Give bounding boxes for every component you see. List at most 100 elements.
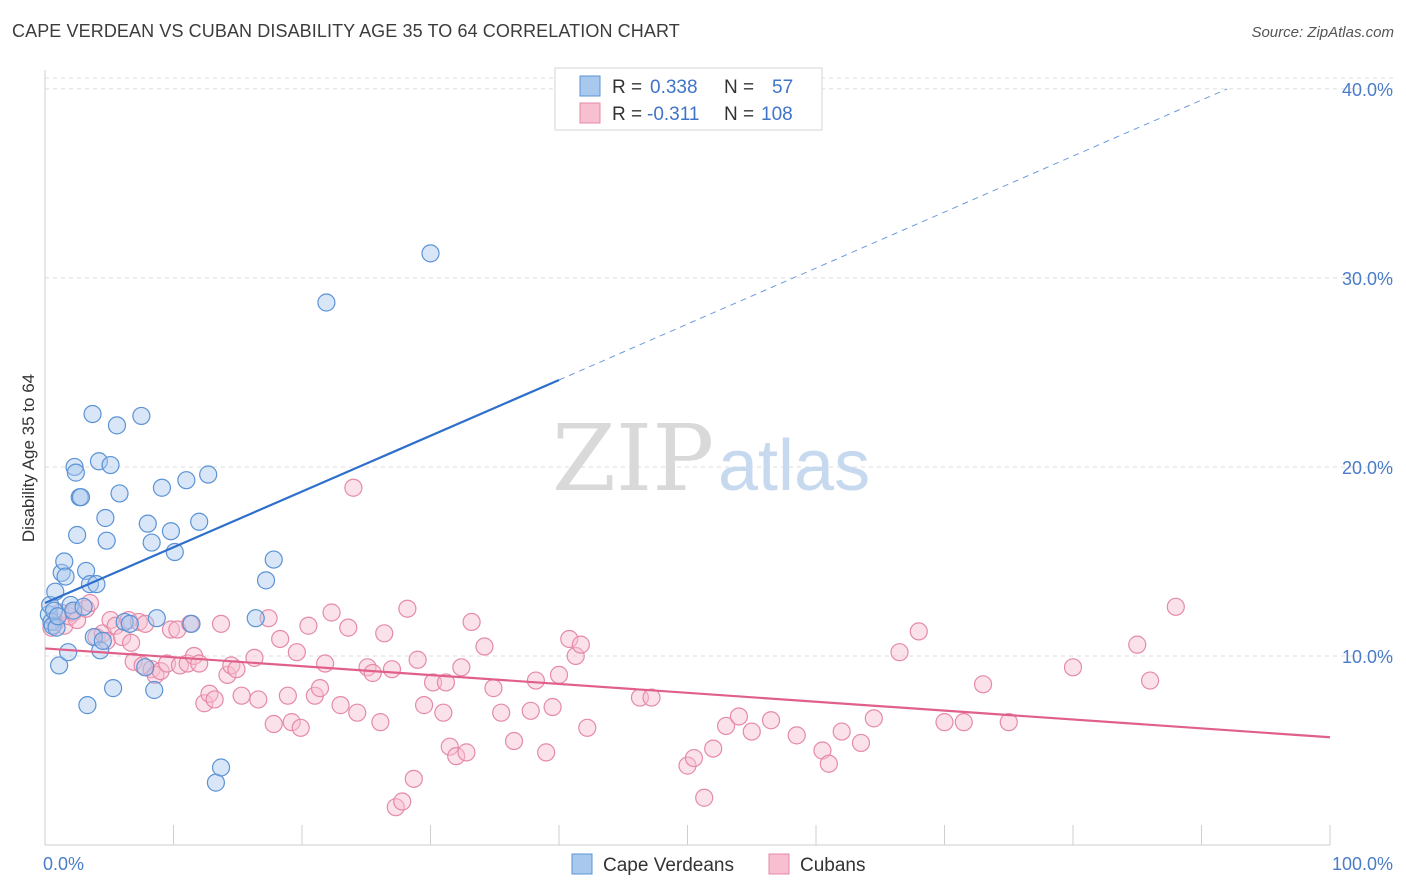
tick-labels: 10.0% 20.0% 30.0% 40.0% 0.0% 100.0% — [43, 80, 1393, 874]
y-axis-label: Disability Age 35 to 64 — [19, 374, 38, 542]
cubans-point-72 — [440, 737, 459, 756]
cape-verdeans-point-44 — [152, 478, 172, 497]
cape-verdeans-point-34 — [107, 416, 127, 435]
cape-verdeans-point-17 — [68, 525, 87, 545]
cape-verdeans-point-57 — [421, 244, 440, 263]
legend-n-value-2: 108 — [761, 104, 793, 125]
cubans-point-61 — [375, 624, 394, 643]
cubans-point-23 — [151, 661, 170, 681]
cape-verdeans-point-27 — [89, 452, 109, 471]
cubans-point-100 — [787, 726, 806, 745]
cubans-point-88 — [571, 635, 590, 654]
cape-verdeans-point-41 — [142, 533, 161, 552]
cubans-point-46 — [282, 713, 301, 732]
cubans-point-35 — [211, 614, 231, 633]
cubans-point-25 — [161, 620, 181, 639]
cape-verdeans-point-16 — [66, 463, 85, 482]
cubans-point-108 — [935, 713, 954, 732]
cape-verdeans-point-43 — [147, 609, 166, 628]
cape-verdeans-point-24 — [83, 404, 102, 424]
cubans-point-71 — [436, 673, 456, 692]
cubans-point-102 — [819, 754, 838, 773]
watermark-atlas: atlas — [718, 426, 870, 506]
cubans-point-68 — [414, 696, 434, 715]
x-tick-label-max: 100.0% — [1332, 854, 1393, 874]
cubans-point-110 — [973, 675, 993, 694]
cape-verdeans-point-52 — [211, 758, 231, 777]
cubans-point-43 — [264, 714, 283, 734]
cubans-point-32 — [195, 694, 214, 713]
cape-verdeans-point-33 — [104, 679, 123, 698]
cubans-point-57 — [348, 703, 367, 722]
cubans-point-55 — [339, 618, 358, 637]
cubans-point-12 — [101, 610, 120, 630]
cape-verdeans-point-11 — [56, 567, 75, 586]
chart-title: CAPE VERDEAN VS CUBAN DISABILITY AGE 35 … — [12, 21, 680, 41]
cubans-point-98 — [742, 722, 761, 741]
watermark: ZIP atlas — [552, 405, 870, 512]
cubans-point-51 — [310, 679, 330, 698]
cubans-point-69 — [423, 673, 443, 692]
legend-r-label-1: R = — [612, 77, 642, 98]
cape-verdeans-point-49 — [190, 512, 209, 531]
cubans-point-86 — [560, 629, 579, 649]
cape-verdeans-point-55 — [264, 550, 283, 569]
cubans-point-47 — [287, 643, 306, 662]
axes — [44, 70, 1331, 846]
cape-verdeans-point-45 — [161, 522, 181, 541]
cape-verdeans-point-19 — [71, 488, 91, 507]
cubans-point-36 — [218, 665, 237, 684]
cubans-point-49 — [299, 616, 318, 635]
cubans-point-87 — [566, 646, 585, 666]
cape-verdeans-trend-extension — [558, 88, 1228, 381]
cubans-point-70 — [434, 703, 453, 722]
cape-verdeans-point-47 — [177, 471, 196, 490]
cubans-point-81 — [521, 701, 540, 720]
cape-verdeans-point-39 — [136, 658, 155, 677]
x-tick-label-min: 0.0% — [43, 854, 84, 874]
cubans-point-84 — [543, 697, 562, 717]
cubans-point-34 — [205, 690, 224, 709]
cape-verdeans-trend-line — [44, 378, 560, 605]
cubans-point-62 — [382, 660, 402, 679]
legend-swatch-cape-verdeans — [579, 75, 601, 97]
bottom-legend: Cape Verdeans Cubans — [571, 853, 866, 876]
cubans-point-17 — [124, 652, 143, 671]
legend-r-label-2: R = — [612, 104, 642, 125]
cubans-point-75 — [457, 743, 476, 762]
cubans-point-52 — [316, 654, 335, 673]
cubans-point-56 — [344, 478, 363, 497]
cape-verdeans-point-35 — [110, 484, 129, 503]
legend-swatch-cubans — [579, 102, 601, 124]
cubans-point-96 — [716, 716, 736, 736]
bottom-legend-label-cubans: Cubans — [800, 855, 866, 876]
cubans-point-78 — [484, 679, 503, 698]
cubans-point-19 — [133, 656, 152, 675]
cubans-point-97 — [729, 707, 749, 726]
cape-verdeans-point-15 — [65, 457, 84, 477]
cubans-point-115 — [1166, 597, 1185, 616]
cubans-point-80 — [504, 731, 524, 751]
cape-verdeans-point-8 — [50, 656, 69, 675]
grid-lines — [45, 77, 1395, 657]
cubans-point-38 — [227, 660, 246, 679]
cubans-point-74 — [452, 658, 471, 677]
cape-verdeans-point-53 — [246, 609, 265, 628]
cubans-point-33 — [200, 684, 219, 703]
cape-verdeans-point-10 — [55, 552, 74, 571]
cubans-point-66 — [404, 769, 423, 788]
y-tick-label-10: 10.0% — [1342, 647, 1393, 667]
cubans-point-105 — [864, 709, 883, 728]
cape-verdeans-point-51 — [206, 773, 226, 792]
trend-lines — [44, 88, 1331, 739]
cubans-point-53 — [322, 603, 341, 622]
cubans-point-85 — [549, 665, 569, 684]
cape-verdeans-point-20 — [74, 597, 93, 616]
cape-verdeans-point-50 — [199, 465, 218, 484]
cape-verdeans-point-54 — [256, 571, 276, 590]
cubans-point-20 — [136, 614, 155, 633]
cubans-point-92 — [678, 756, 697, 775]
cubans-point-54 — [331, 696, 350, 715]
cubans-points — [42, 478, 1185, 817]
cubans-point-83 — [537, 743, 556, 762]
